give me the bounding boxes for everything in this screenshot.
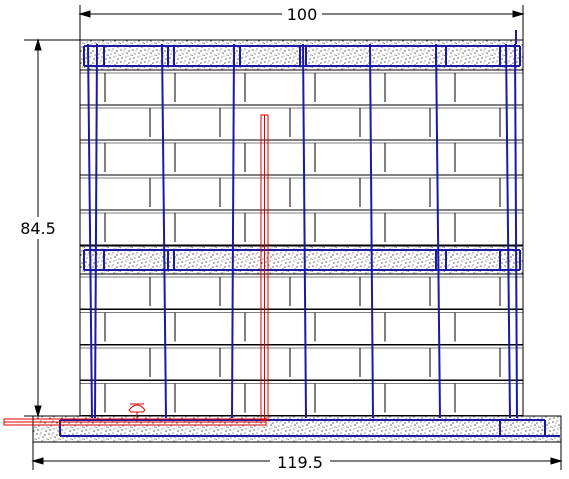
rebar-vertical (302, 43, 307, 419)
pipe (3, 114, 269, 426)
brick-course (79, 273, 524, 310)
brick-course (79, 69, 524, 106)
brick-course (79, 309, 524, 345)
rebar-vertical (94, 43, 98, 419)
bottom-width-label: 119.5 (277, 453, 323, 472)
rebar-vertical (369, 43, 374, 419)
brick-course (79, 139, 524, 176)
brick-course (79, 344, 524, 381)
rebar-vertical (87, 43, 93, 419)
height-label: 84.5 (20, 219, 56, 238)
rebar-vertical (231, 43, 235, 419)
rebar-vertical (514, 43, 518, 419)
rebar-vertical (435, 43, 441, 419)
brick-course (79, 209, 524, 246)
rebar-vertical (505, 43, 511, 419)
brick-course (79, 104, 524, 141)
rebar-cage (59, 30, 560, 437)
brick-course (79, 380, 524, 416)
rebar-vertical (161, 43, 167, 419)
top-width-label: 100 (287, 5, 318, 24)
brick-course (79, 174, 524, 211)
brick-courses (79, 69, 524, 416)
